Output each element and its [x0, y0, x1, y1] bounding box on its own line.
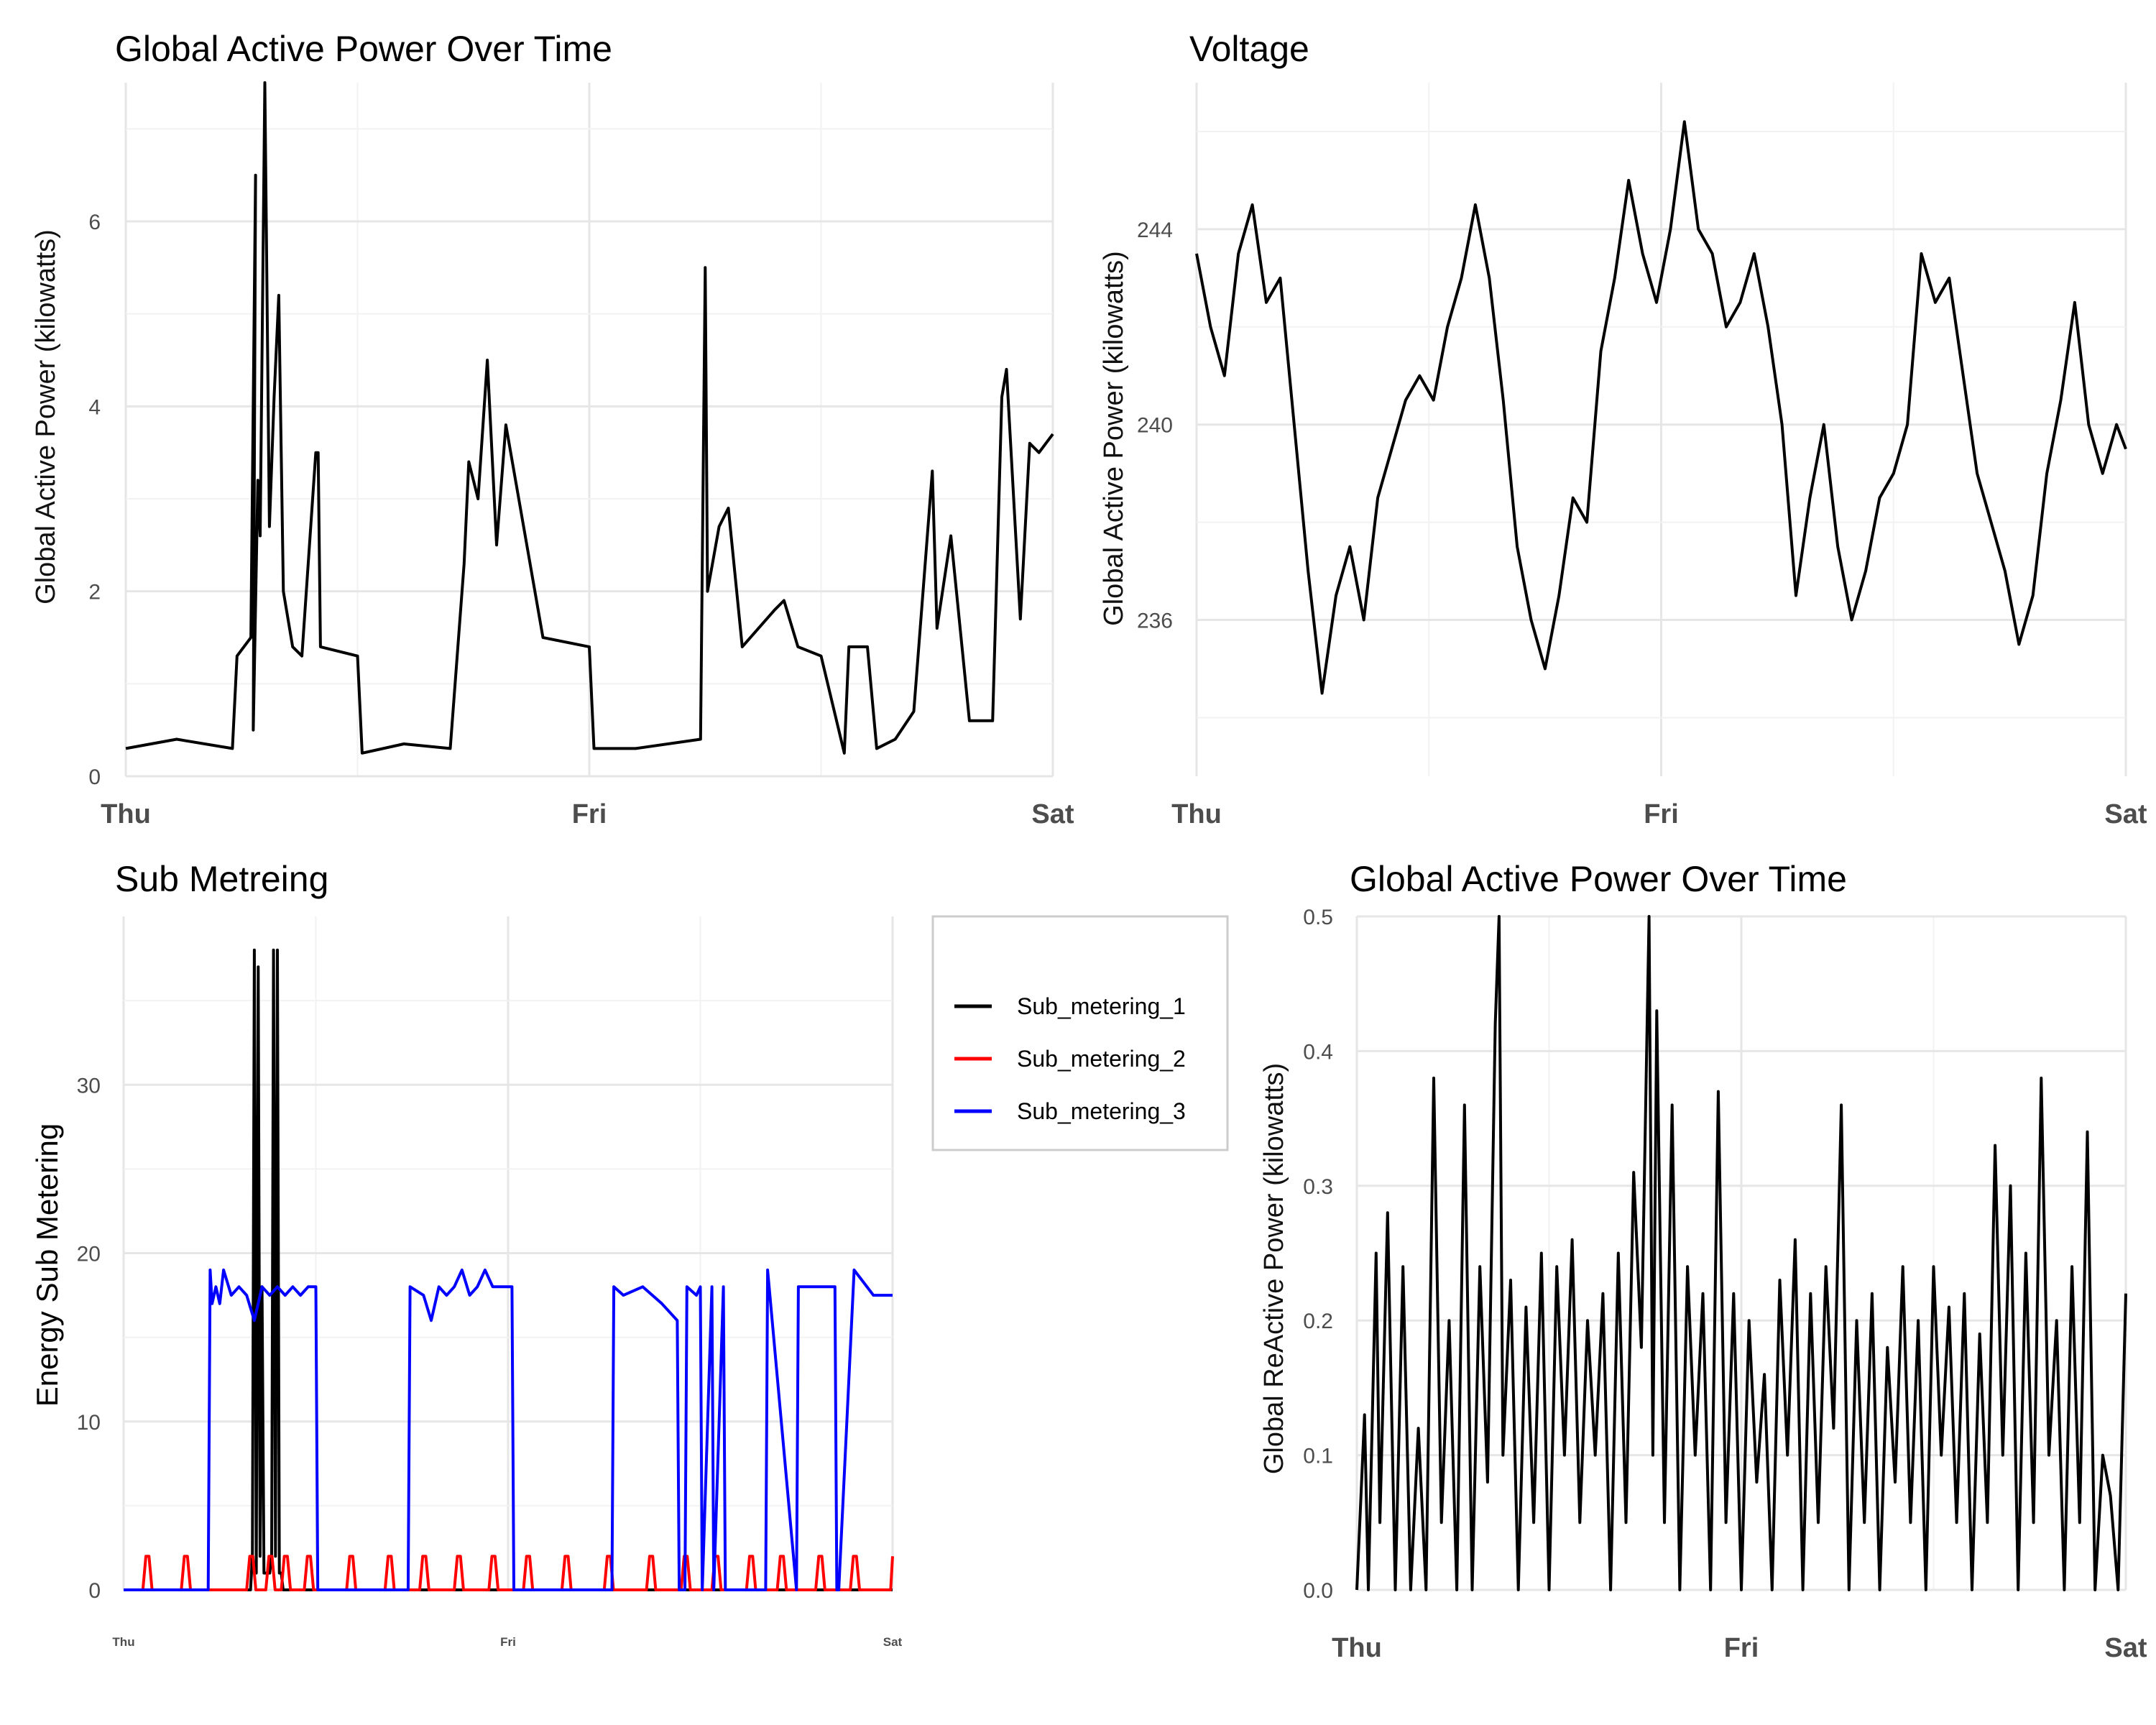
- y-tick-label: 0.0: [1303, 1579, 1333, 1603]
- gridlines: [122, 916, 894, 1591]
- plot-area: [124, 948, 894, 1591]
- legend-label-sub-metering-1: Sub_metering_1: [1017, 993, 1186, 1019]
- y-axis-label: Global Active Power (kilowatts): [31, 229, 61, 604]
- plot-area: [125, 81, 1054, 755]
- x-tick-label: Thu: [101, 799, 151, 829]
- series-line-line: [125, 81, 1054, 755]
- gridlines: [1355, 915, 2127, 1591]
- axis-ticks: 0.0 0.1 0.2 0.3 0.4 0.5 Thu Fri Sat: [1303, 906, 2147, 1663]
- x-tick-label: Thu: [112, 1635, 134, 1649]
- y-axis-label: Global ReActive Power (kilowatts): [1259, 1063, 1289, 1474]
- x-tick-label: Sat: [2104, 1633, 2147, 1663]
- plot-area: [1195, 120, 2127, 695]
- y-tick-label: 236: [1137, 610, 1173, 633]
- y-tick-label: 4: [88, 395, 101, 419]
- y-tick-label: 6: [88, 211, 101, 234]
- axis-ticks: 0 2 4 6 Thu Fri Sat: [88, 211, 1074, 829]
- panel-global-active-power: Global Active Power Over Time Global Act…: [31, 29, 1074, 829]
- y-tick-label: 30: [77, 1074, 101, 1098]
- chart-title: Global Active Power Over Time: [1350, 859, 1847, 899]
- plot-area: [1355, 915, 2127, 1591]
- x-tick-label: Sat: [1031, 799, 1074, 829]
- y-tick-label: 2: [88, 581, 101, 604]
- axis-ticks: 0 10 20 30 Thu Fri Sat: [77, 1074, 903, 1649]
- legend: Sub_metering_1 Sub_metering_2 Sub_meteri…: [931, 915, 1229, 1151]
- y-tick-label: 0.3: [1303, 1175, 1333, 1199]
- x-tick-label: Fri: [500, 1635, 516, 1649]
- y-axis-label: Global Active Power (kilowatts): [1099, 251, 1129, 626]
- y-axis-label: Energy Sub Metering: [30, 1123, 64, 1407]
- axis-ticks: 236 240 244 Thu Fri Sat: [1137, 218, 2147, 829]
- legend-label-sub-metering-3: Sub_metering_3: [1017, 1098, 1186, 1124]
- legend-label-sub-metering-2: Sub_metering_2: [1017, 1046, 1186, 1072]
- y-tick-label: 10: [77, 1411, 101, 1435]
- y-tick-label: 244: [1137, 218, 1173, 242]
- chart-title: Sub Metreing: [115, 859, 328, 899]
- x-tick-label: Sat: [2104, 799, 2147, 829]
- y-tick-label: 0.1: [1303, 1445, 1333, 1468]
- x-tick-label: Sat: [883, 1635, 903, 1649]
- y-tick-label: 0.5: [1303, 906, 1333, 929]
- y-tick-label: 0.2: [1303, 1310, 1333, 1333]
- y-tick-label: 0.4: [1303, 1040, 1333, 1064]
- panel-sub-metering: Sub Metreing Energy Sub Metering 0 10 20 30…: [30, 859, 1229, 1649]
- gridlines: [1195, 83, 2127, 776]
- series-line-line: [1355, 915, 2127, 1591]
- series-line-sub-metering-3: [124, 1268, 893, 1591]
- x-tick-label: Fri: [572, 799, 607, 829]
- y-tick-label: 0: [88, 1579, 101, 1603]
- x-tick-label: Thu: [1332, 1633, 1382, 1663]
- series-line-line: [1195, 120, 2127, 695]
- chart-title: Global Active Power Over Time: [115, 29, 612, 69]
- panel-global-reactive-power: Global Active Power Over Time Global ReA…: [1259, 859, 2147, 1663]
- y-tick-label: 240: [1137, 414, 1173, 438]
- y-tick-label: 0: [88, 765, 101, 789]
- panel-voltage: Voltage Global Active Power (kilowatts) …: [1099, 29, 2147, 829]
- x-tick-label: Fri: [1724, 1633, 1759, 1663]
- x-tick-label: Fri: [1644, 799, 1679, 829]
- x-tick-label: Thu: [1171, 799, 1222, 829]
- chart-title: Voltage: [1189, 29, 1309, 69]
- series-line-sub-metering-2: [124, 1555, 894, 1591]
- y-tick-label: 20: [77, 1243, 101, 1266]
